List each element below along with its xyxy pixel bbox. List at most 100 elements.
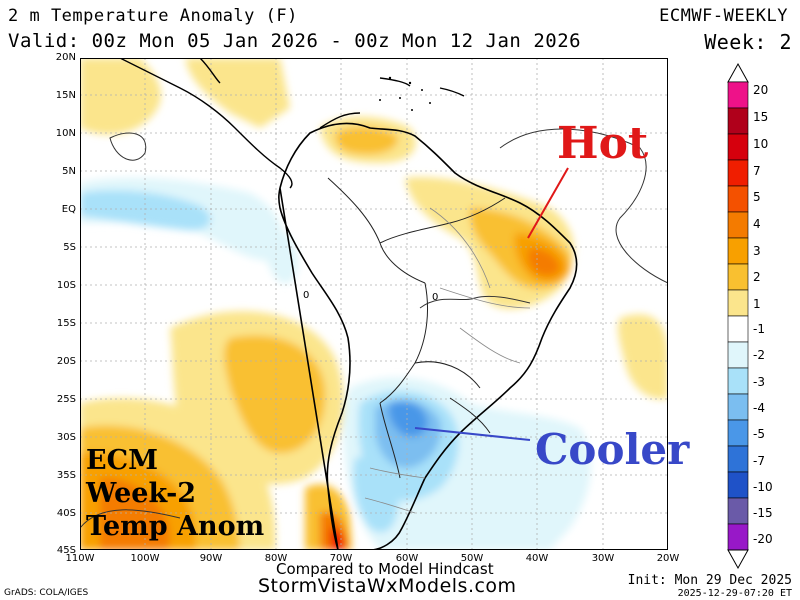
colorbar <box>727 62 749 570</box>
cool-region-argentina-south <box>353 457 399 533</box>
lat-label: 45S <box>56 545 76 556</box>
hindcast-note: Compared to Model Hindcast <box>276 560 494 578</box>
colorbar-swatch <box>727 237 749 265</box>
lat-label: 20S <box>56 356 76 367</box>
colorbar-swatch <box>727 133 749 161</box>
central-america-coastline <box>119 58 465 189</box>
lon-label: 110W <box>65 553 95 564</box>
lat-label: 40S <box>56 508 76 519</box>
lon-label: 80W <box>264 553 288 564</box>
map-label-box: ECM Week-2 Temp Anom <box>86 444 264 543</box>
lon-label: 20W <box>656 553 680 564</box>
lat-label: 35S <box>56 470 76 481</box>
colorbar-swatch <box>727 419 749 447</box>
lat-label: 15N <box>55 90 76 101</box>
lon-label: 90W <box>199 553 223 564</box>
lat-label: 10S <box>56 280 76 291</box>
map-label-line: Temp Anom <box>86 511 265 542</box>
hot-annotation: Hot <box>557 118 649 169</box>
colorbar-swatch <box>727 107 749 135</box>
colorbar-label: -15 <box>753 506 773 520</box>
grads-credit: GrADS: COLA/IGES <box>4 588 89 598</box>
lon-label: 60W <box>395 553 419 564</box>
warm-region-atlantic-east <box>617 314 668 399</box>
cool-region-pacific-equator-core <box>80 190 211 231</box>
lat-lon-grid <box>80 58 668 550</box>
colorbar-label: -4 <box>753 401 765 415</box>
state-borders <box>364 207 531 514</box>
warm-region-central-america <box>185 58 290 128</box>
warm-region-southwest-peak <box>100 477 170 550</box>
colorbar-label: -2 <box>753 348 765 362</box>
map-label-line: ECM <box>86 445 158 476</box>
colorbar-swatches <box>727 81 749 551</box>
lon-label: 30W <box>591 553 615 564</box>
colorbar-swatch <box>727 81 749 109</box>
contour-label-zero: 0 <box>303 290 310 301</box>
lat-label: 10N <box>55 128 76 139</box>
anomaly-map <box>80 58 668 550</box>
colorbar-label: -3 <box>753 375 765 389</box>
map-title: 2 m Temperature Anomaly (F) <box>8 6 298 26</box>
init-time: Init: Mon 29 Dec 2025 <box>627 573 792 588</box>
colorbar-swatch <box>727 211 749 239</box>
lat-label: EQ <box>61 204 76 215</box>
valid-period: Valid: 00z Mon 05 Jan 2026 - 00z Mon 12 … <box>8 30 582 52</box>
colorbar-label: 1 <box>753 297 761 311</box>
warm-region-pacific-core <box>224 335 326 453</box>
colorbar-swatch <box>727 263 749 291</box>
colorbar-swatch <box>727 497 749 525</box>
colorbar-label: -20 <box>753 532 773 546</box>
cooler-arrow-line <box>414 427 531 441</box>
lat-label: 20N <box>55 52 76 63</box>
colorbar-top-arrow <box>727 62 749 83</box>
caribbean-islands <box>379 76 431 111</box>
anomaly-shading <box>80 58 668 550</box>
colorbar-bottom-arrow <box>727 549 749 570</box>
colorbar-label: 3 <box>753 244 761 258</box>
colorbar-label: -10 <box>753 480 773 494</box>
colorbar-label: 20 <box>753 83 769 97</box>
lat-label: 15S <box>56 318 76 329</box>
colorbar-label: 7 <box>753 164 761 178</box>
colorbar-label: 15 <box>753 110 769 124</box>
colorbar-swatch <box>727 159 749 187</box>
lat-label: 30S <box>56 432 76 443</box>
colorbar-swatch <box>727 185 749 213</box>
warm-region-nw <box>80 58 161 135</box>
warm-region-brazil-peak <box>528 248 560 276</box>
south-america-coastline <box>278 122 578 550</box>
contour-label-zero: 0 <box>432 292 439 303</box>
colorbar-label: 4 <box>753 217 761 231</box>
lon-label: 100W <box>130 553 160 564</box>
colorbar-label: -1 <box>753 322 765 336</box>
forecast-week: Week: 2 <box>704 30 792 54</box>
lat-label: 5N <box>62 166 76 177</box>
colorbar-swatch <box>727 289 749 317</box>
colorbar-swatch <box>727 367 749 395</box>
colorbar-swatch <box>727 471 749 499</box>
colorbar-label: 2 <box>753 270 761 284</box>
hot-arrow-line <box>527 167 569 239</box>
generated-timestamp: 2025-12-29-07:20 ET <box>677 588 792 599</box>
lat-label: 5S <box>63 242 76 253</box>
cooler-annotation: Cooler <box>535 425 690 474</box>
lon-label: 50W <box>460 553 484 564</box>
lon-label: 40W <box>525 553 549 564</box>
colorbar-label: -7 <box>753 454 765 468</box>
colorbar-swatch <box>727 445 749 473</box>
colorbar-swatch <box>727 523 749 551</box>
colorbar-label: 10 <box>753 137 769 151</box>
country-borders <box>327 177 506 479</box>
map-label-line: Week-2 <box>86 478 197 509</box>
lat-label: 25S <box>56 394 76 405</box>
colorbar-swatch <box>727 315 749 343</box>
warm-region-venezuela-core <box>335 126 399 155</box>
colorbar-label: 5 <box>753 190 761 204</box>
lon-label: 70W <box>329 553 353 564</box>
colorbar-swatch <box>727 341 749 369</box>
model-name: ECMWF-WEEKLY <box>659 6 788 26</box>
site-credit: StormVistaWxModels.com <box>258 575 517 597</box>
zero-contours <box>80 128 668 529</box>
colorbar-swatch <box>727 393 749 421</box>
